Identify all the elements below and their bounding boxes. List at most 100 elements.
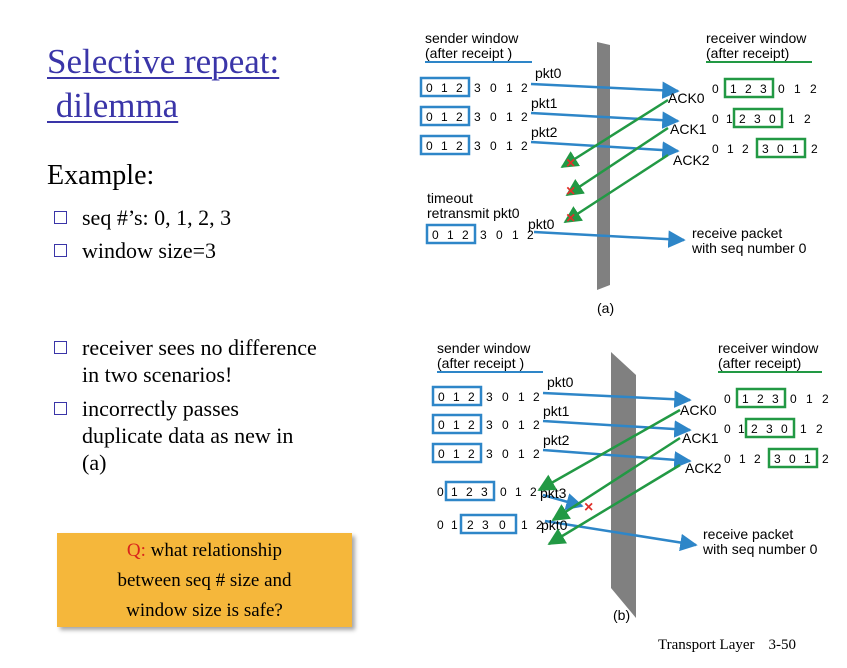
pkt-label: pkt1 xyxy=(531,95,558,111)
seq-digit: 2 xyxy=(804,112,811,126)
seq-digit: 2 xyxy=(456,110,463,124)
seq-digit: 3 xyxy=(474,110,481,124)
bullet-no-difference: receiver sees no difference in two scena… xyxy=(54,334,322,388)
seq-digit: 0 xyxy=(502,390,509,404)
seq-digit: 1 xyxy=(512,228,519,242)
seq-digit: 1 xyxy=(515,485,522,499)
ack-label: ACK2 xyxy=(673,152,710,168)
slide-title: Selective repeat: dilemma xyxy=(47,40,279,128)
sender-header-b-line2: (after receipt ) xyxy=(437,355,524,371)
seq-digit: 0 xyxy=(724,422,731,436)
sender-window-box xyxy=(419,134,471,156)
sender-window-box xyxy=(425,223,477,245)
seq-digit: 2 xyxy=(822,452,829,466)
pkt-label: pkt0 xyxy=(528,216,555,232)
seq-digit: 1 xyxy=(726,112,733,126)
seq-digit: 0 xyxy=(712,142,719,156)
ack2-arrow-a xyxy=(563,153,669,224)
seq-digit: 1 xyxy=(806,392,813,406)
seq-digit: 1 xyxy=(794,82,801,96)
seq-digit: 0 xyxy=(490,139,497,153)
seq-digit: 2 xyxy=(757,392,764,406)
loss-x-icon: × xyxy=(566,155,575,172)
seq-digit: 1 xyxy=(453,390,460,404)
receiver-window-box xyxy=(732,107,784,129)
receiver-row-b2: 0 1 2 3 0 1 2 xyxy=(724,417,823,439)
seq-digit: 0 xyxy=(490,110,497,124)
seq-digit: 2 xyxy=(810,82,817,96)
seq-digit: 3 xyxy=(486,447,493,461)
footer-label: Transport Layer xyxy=(658,637,755,653)
seq-digit: 2 xyxy=(456,81,463,95)
seq-digit: 1 xyxy=(788,112,795,126)
seq-digit: 1 xyxy=(800,422,807,436)
seq-digit: 1 xyxy=(518,390,525,404)
seq-digit: 1 xyxy=(730,82,737,96)
seq-digit: 0 xyxy=(724,392,731,406)
receiver-window-box xyxy=(755,137,807,159)
seq-digit: 1 xyxy=(453,447,460,461)
seq-digit: 0 xyxy=(426,81,433,95)
seq-digit: 2 xyxy=(754,452,761,466)
sender-header-b-line1: sender window xyxy=(437,340,531,356)
pkt-label: pkt0 xyxy=(535,65,562,81)
seq-digit: 2 xyxy=(822,392,829,406)
pkt-label: pkt2 xyxy=(531,124,558,140)
seq-digit: 0 xyxy=(769,112,776,126)
pkt0-arrow-a xyxy=(530,81,680,99)
loss-x-icon: × xyxy=(566,183,575,200)
sender-row-b3: 0 1 2 3 0 1 2 xyxy=(431,442,540,464)
diagram-a: sender window (after receipt ) receiver … xyxy=(419,30,818,316)
pkt1-arrow-b xyxy=(542,419,692,438)
slide-title-line2: dilemma xyxy=(47,86,179,125)
seq-digit: 3 xyxy=(772,392,779,406)
slide-footer: Transport Layer 3-50 xyxy=(658,637,796,654)
seq-digit: 1 xyxy=(738,422,745,436)
seq-digit: 2 xyxy=(751,422,758,436)
receiver-window-box xyxy=(744,417,796,439)
seq-digit: 0 xyxy=(781,422,788,436)
receiver-window-box xyxy=(767,447,819,469)
bullet-window-size: window size=3 xyxy=(54,237,231,264)
seq-digit: 3 xyxy=(474,139,481,153)
ack-label: ACK0 xyxy=(680,402,717,418)
bullet-seq-numbers: seq #’s: 0, 1, 2, 3 xyxy=(54,204,231,231)
seq-digit: 3 xyxy=(762,142,769,156)
ack0-arrow-a xyxy=(560,98,669,169)
sender-window-box xyxy=(431,385,483,407)
pkt0-retransmit-arrow-b xyxy=(544,519,698,552)
ack1-arrow-b xyxy=(551,436,681,522)
seq-digit: 2 xyxy=(521,81,528,95)
seq-digit: 1 xyxy=(804,452,811,466)
pkt1-arrow-a xyxy=(530,111,680,129)
diagram-b: sender window (after receipt ) receiver … xyxy=(431,340,829,623)
seq-digit: 3 xyxy=(486,418,493,432)
sender-header-a-line2: (after receipt ) xyxy=(425,45,512,61)
seq-digit: 1 xyxy=(441,139,448,153)
seq-digit: 2 xyxy=(816,422,823,436)
pkt-label: pkt1 xyxy=(543,403,570,419)
ack2-arrow-b xyxy=(547,463,681,546)
seq-digit: 0 xyxy=(502,447,509,461)
receiver-header-b-line2: (after receipt) xyxy=(718,355,801,371)
receiver-row-a3: 0 1 2 3 0 1 2 xyxy=(712,137,818,159)
seq-digit: 2 xyxy=(462,228,469,242)
seq-digit: 2 xyxy=(466,485,473,499)
receive-label-b-line1: receive packet xyxy=(703,526,793,542)
question-line3: window size is safe? xyxy=(126,600,283,621)
sender-row-b2: 0 1 2 3 0 1 2 xyxy=(431,413,540,435)
seq-digit: 2 xyxy=(739,112,746,126)
seq-digit: 0 xyxy=(789,452,796,466)
seq-digit: 0 xyxy=(778,82,785,96)
bullet-duplicate-data: incorrectly passes duplicate data as new… xyxy=(54,395,322,476)
ack-label: ACK0 xyxy=(668,90,705,106)
seq-digit: 1 xyxy=(506,139,513,153)
seq-digit: 0 xyxy=(426,110,433,124)
seq-digit: 1 xyxy=(518,418,525,432)
caption-a: (a) xyxy=(597,300,614,316)
ack-label: ACK1 xyxy=(682,430,719,446)
page-number: 3-50 xyxy=(768,637,797,653)
ack0-arrow-b xyxy=(537,408,681,492)
seq-digit: 0 xyxy=(712,112,719,126)
